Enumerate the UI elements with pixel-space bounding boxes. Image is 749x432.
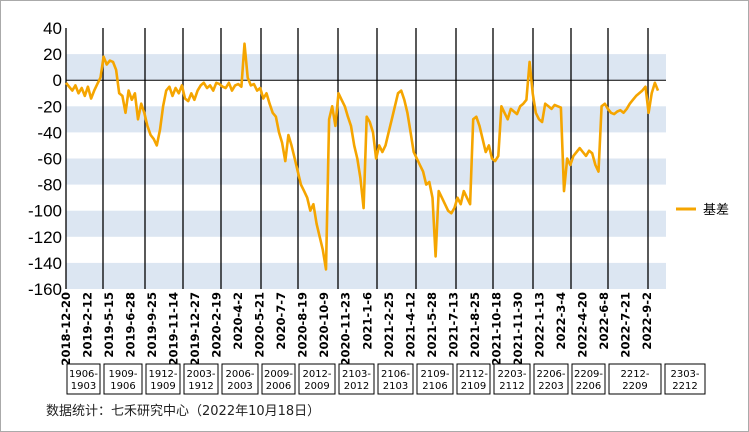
x-tick-label: 2020-4-2 — [231, 292, 245, 350]
contract-period-box: 2112-2109 — [456, 363, 491, 395]
grid-band — [66, 210, 666, 237]
contract-period-box: 2012-2009 — [298, 363, 336, 395]
legend-label: 基差 — [703, 203, 729, 218]
x-tick-label: 2020-7-7 — [274, 292, 288, 350]
x-tick-label: 2022-4-20 — [575, 292, 589, 358]
x-tick-label: 2020-5-21 — [253, 292, 267, 358]
contract-period-line1: 2303- — [670, 369, 699, 380]
x-tick-label: 2019-6-28 — [124, 292, 138, 358]
contract-period-line1: 1909- — [108, 369, 137, 380]
contract-period-box: 2212-2209 — [608, 363, 662, 395]
x-tick-label: 2021-11-30 — [511, 292, 525, 366]
x-tick-label: 2021-2-25 — [382, 292, 396, 358]
contract-period-line1: 2212- — [620, 369, 649, 380]
x-tick-label: 2021-1-6 — [360, 292, 374, 350]
source-note: 数据统计：七禾研究中心（2022年10月18日） — [46, 404, 321, 419]
y-tick-label: 40 — [43, 19, 62, 38]
y-tick-label: 0 — [53, 71, 62, 90]
contract-period-line2: 2112 — [499, 381, 524, 392]
contract-period-boxes: 1906-19031909-19061912-19092003-19122006… — [66, 363, 706, 395]
x-tick-label: 2018-12-20 — [59, 292, 73, 366]
y-tick-label: -100 — [28, 202, 62, 221]
contract-period-line2: 2009 — [304, 381, 329, 392]
x-tick-label: 2019-5-15 — [102, 292, 116, 358]
contract-period-line1: 2012- — [302, 369, 331, 380]
contract-period-box: 2006-2003 — [221, 363, 259, 395]
contract-period-line2: 1909 — [150, 381, 175, 392]
y-tick-label: -60 — [37, 150, 62, 169]
contract-period-line2: 1903 — [71, 381, 96, 392]
y-tick-label: -20 — [37, 97, 62, 116]
contract-period-box: 2203-2112 — [493, 363, 531, 395]
y-tick-label: -160 — [28, 280, 62, 299]
contract-period-line2: 2212 — [672, 381, 697, 392]
contract-period-line1: 2203- — [497, 369, 526, 380]
x-tick-label: 2019-9-25 — [145, 292, 159, 358]
contract-period-box: 2206-2203 — [533, 363, 569, 395]
contract-period-line1: 2009- — [264, 369, 293, 380]
x-tick-label: 2019-11-14 — [167, 292, 181, 366]
contract-period-line2: 1906 — [110, 381, 135, 392]
x-tick-label: 2019-2-12 — [81, 292, 95, 358]
grid-band — [66, 54, 666, 81]
contract-period-box: 2003-1912 — [183, 363, 219, 395]
legend: 基差 — [676, 203, 729, 218]
x-tick-label: 2021-5-28 — [425, 292, 439, 358]
contract-period-box: 2009-2006 — [261, 363, 296, 395]
y-tick-label: 20 — [43, 45, 62, 64]
contract-period-line2: 2006 — [266, 381, 291, 392]
x-tick-label: 2021-8-25 — [468, 292, 482, 358]
x-tick-label: 2022-9-2 — [640, 292, 654, 350]
contract-period-box: 2109-2106 — [416, 363, 454, 395]
contract-period-line1: 2103- — [342, 369, 371, 380]
x-tick-label: 2022-6-8 — [597, 292, 611, 350]
y-tick-label: -80 — [37, 176, 62, 195]
x-tick-label: 2021-10-18 — [489, 292, 503, 366]
y-tick-labels: 40 20 0 -20 -40 -60 -80 -100 -120 -140 -160 — [28, 19, 62, 299]
contract-period-line1: 2109- — [420, 369, 449, 380]
contract-period-line1: 2106- — [381, 369, 410, 380]
contract-period-box: 2103-2012 — [338, 363, 375, 395]
x-tick-label: 2020-11-23 — [339, 292, 353, 366]
x-tick-label: 2019-12-27 — [188, 292, 202, 366]
contract-period-box: 1906-1903 — [66, 363, 101, 395]
grid-band — [66, 262, 666, 289]
contract-period-line1: 2209- — [574, 369, 603, 380]
x-tick-label: 2020-2-19 — [210, 292, 224, 358]
x-tick-label: 2021-4-12 — [403, 292, 417, 358]
contract-period-line2: 2206 — [576, 381, 601, 392]
contract-period-line2: 2003 — [227, 381, 252, 392]
x-tick-label: 2022-3-4 — [554, 292, 568, 350]
contract-period-line1: 2006- — [225, 369, 254, 380]
contract-period-box: 1912-1909 — [145, 363, 181, 395]
contract-period-line2: 2103 — [383, 381, 408, 392]
y-tick-label: -140 — [28, 254, 62, 273]
contract-period-line1: 1912- — [148, 369, 177, 380]
y-tick-label: -120 — [28, 228, 62, 247]
contract-period-line2: 2106 — [422, 381, 447, 392]
x-tick-label: 2022-1-13 — [532, 292, 546, 358]
contract-period-line1: 1906- — [69, 369, 98, 380]
contract-period-box: 2209-2206 — [571, 363, 606, 395]
contract-period-line2: 2203 — [538, 381, 563, 392]
x-tick-label: 2021-7-13 — [446, 292, 460, 358]
x-tick-label: 2022-7-21 — [619, 292, 633, 358]
contract-period-box: 2106-2103 — [377, 363, 414, 395]
x-tick-labels: 2018-12-20 2019-2-12 2019-5-15 2019-6-28 201… — [59, 292, 654, 366]
x-tick-label: 2020-10-9 — [317, 292, 331, 358]
contract-period-line2: 2209 — [622, 381, 647, 392]
contract-period-line1: 2206- — [536, 369, 565, 380]
y-tick-label: -40 — [37, 123, 62, 142]
contract-period-line2: 2109 — [461, 381, 486, 392]
contract-period-box: 2303-2212 — [664, 363, 706, 395]
contract-period-line1: 2003- — [186, 369, 215, 380]
series-line-basis — [64, 42, 660, 271]
contract-period-line1: 2112- — [459, 369, 488, 380]
contract-period-line2: 2012 — [344, 381, 369, 392]
x-tick-label: 2020-8-19 — [296, 292, 310, 358]
contract-period-line2: 1912 — [188, 381, 213, 392]
contract-period-box: 1909-1906 — [103, 363, 143, 395]
